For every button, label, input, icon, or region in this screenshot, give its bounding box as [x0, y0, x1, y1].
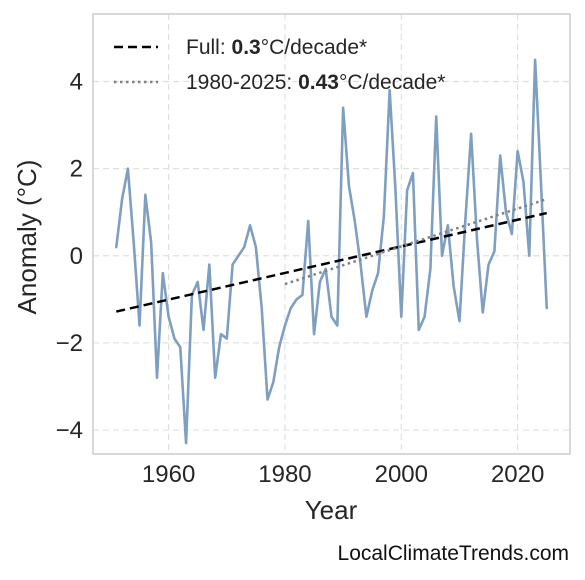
y-axis-ticks: −4 −2 0 2 4: [56, 69, 83, 445]
legend-1980-prefix: 1980-2025:: [186, 71, 298, 94]
y-tick-label: −2: [56, 330, 83, 357]
x-tick-label: 2020: [491, 461, 544, 488]
source-credit: LocalClimateTrends.com: [337, 542, 569, 565]
y-tick-label: 4: [70, 69, 83, 96]
y-axis-label: Anomaly (°C): [12, 160, 42, 315]
legend-1980-suffix: °C/decade*: [339, 71, 445, 94]
anomaly-series-line: [114, 58, 549, 445]
y-tick-label: −4: [56, 417, 83, 444]
plot-area: [93, 14, 570, 454]
legend-full-prefix: Full:: [186, 36, 232, 59]
legend: Full: 0.3°C/decade* 1980-2025: 0.43°C/de…: [114, 36, 445, 94]
x-axis-ticks: 1960 1980 2000 2020: [142, 461, 544, 488]
x-tick-label: 1980: [258, 461, 311, 488]
x-tick-label: 1960: [142, 461, 195, 488]
legend-full-value: 0.3: [232, 36, 261, 59]
x-axis-label: Year: [305, 495, 358, 525]
y-tick-label: 0: [70, 243, 83, 270]
trend-1980-2025-line: [284, 197, 548, 286]
legend-label-1980-2025: 1980-2025: 0.43°C/decade*: [186, 71, 445, 94]
legend-label-full: Full: 0.3°C/decade*: [186, 36, 367, 59]
full-trend-line: [115, 211, 548, 313]
legend-1980-value: 0.43: [298, 71, 339, 94]
grid: [93, 14, 570, 454]
plot-frame: [92, 13, 571, 455]
series-group: [114, 58, 549, 445]
y-tick-label: 2: [70, 156, 83, 183]
x-tick-label: 2000: [375, 461, 428, 488]
legend-full-suffix: °C/decade*: [261, 36, 367, 59]
